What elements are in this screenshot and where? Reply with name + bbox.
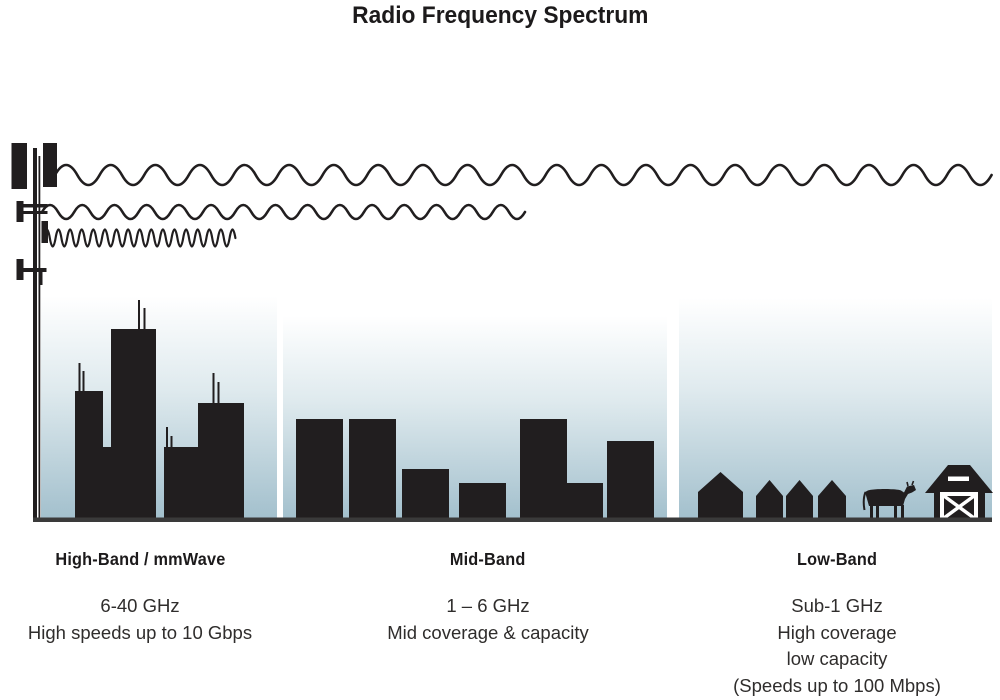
high-band-section-labels: High-Band / mmWave 6-40 GHz High speeds …: [5, 549, 275, 643]
mid-band-coverage: Mid coverage & capacity: [387, 621, 589, 643]
low-band-frequency: Sub-1 GHz: [791, 595, 883, 616]
mid-band-title: Mid-Band: [450, 549, 526, 569]
mid-band-wave-icon: [40, 203, 527, 221]
page-title: Radio Frequency Spectrum: [351, 2, 649, 29]
mid-band-description: 1 – 6 GHz Mid coverage & capacity: [358, 593, 618, 646]
ground-line: [33, 517, 992, 522]
low-band-description: Sub-1 GHz High coverage low capacity (Sp…: [703, 593, 971, 699]
house-icons: [698, 472, 846, 518]
high-band-wave-icon: [42, 228, 237, 248]
low-band-speed: (Speeds up to 100 Mbps): [733, 674, 941, 696]
low-band-section-labels: Low-Band Sub-1 GHz High coverage low cap…: [703, 549, 971, 696]
low-band-coverage: High coverage: [777, 621, 897, 643]
cow-icon: [862, 480, 916, 521]
rooftop-antenna-icons: [78, 300, 220, 447]
skyscraper-icons: [75, 329, 244, 518]
low-band-wave-icon: [53, 163, 993, 187]
high-band-description: 6-40 GHz High speeds up to 10 Gbps: [5, 593, 275, 646]
cell-tower-icon: [11, 143, 57, 518]
mid-band-section-labels: Mid-Band 1 – 6 GHz Mid coverage & capaci…: [358, 549, 618, 643]
high-band-frequency: 6-40 GHz: [100, 595, 180, 616]
mid-band-frequency: 1 – 6 GHz: [446, 595, 530, 616]
barn-icon: [925, 465, 993, 520]
mid-band-building-icons: [296, 419, 654, 518]
high-band-city-skyline: [75, 300, 244, 518]
low-band-farm-scene: [698, 465, 993, 521]
low-band-title: Low-Band: [796, 549, 878, 569]
high-band-speed: High speeds up to 10 Gbps: [27, 621, 253, 643]
low-band-capacity: low capacity: [786, 648, 888, 669]
high-band-title: High-Band / mmWave: [54, 549, 226, 569]
